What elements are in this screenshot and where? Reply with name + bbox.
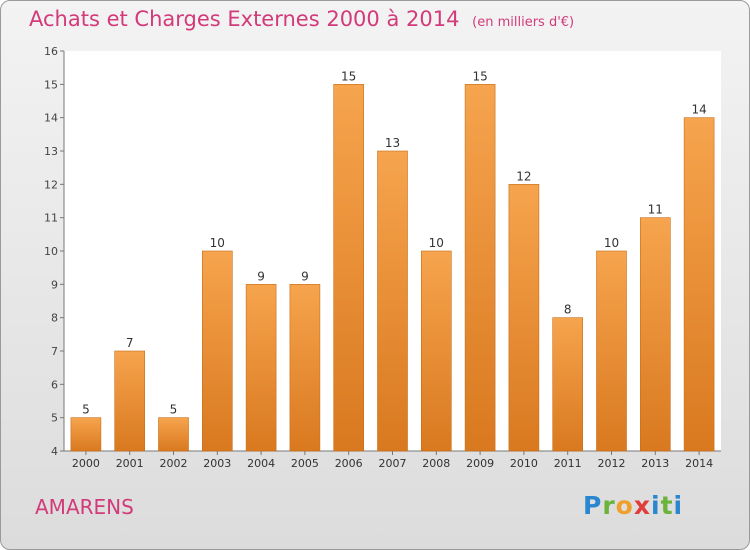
bar bbox=[552, 317, 584, 452]
bar bbox=[158, 417, 189, 452]
bar bbox=[289, 284, 321, 452]
bar-value-label: 8 bbox=[564, 303, 572, 317]
x-tick-label: 2006 bbox=[335, 457, 363, 470]
bar-value-label: 14 bbox=[691, 103, 706, 117]
x-tick-label: 2004 bbox=[247, 457, 275, 470]
chart-title-text: Achats et Charges Externes 2000 à 2014 bbox=[29, 7, 460, 31]
bar bbox=[596, 250, 627, 452]
bar-value-label: 12 bbox=[516, 169, 531, 183]
x-tick-label: 2008 bbox=[422, 457, 450, 470]
y-tick-label: 12 bbox=[44, 178, 58, 191]
x-tick-label: 2009 bbox=[466, 457, 494, 470]
x-tick-label: 2010 bbox=[510, 457, 538, 470]
x-tick-label: 2005 bbox=[291, 457, 319, 470]
bar-value-label: 10 bbox=[210, 236, 225, 250]
proxiti-logo[interactable]: Proxiti bbox=[583, 491, 684, 520]
bar-value-label: 7 bbox=[126, 336, 134, 350]
x-tick-label: 2000 bbox=[72, 457, 100, 470]
bar-value-label: 13 bbox=[385, 136, 400, 150]
y-tick-label: 6 bbox=[51, 378, 58, 391]
y-tick-label: 8 bbox=[51, 312, 58, 325]
bar-value-label: 11 bbox=[648, 203, 663, 217]
x-tick-label: 2011 bbox=[554, 457, 582, 470]
x-tick-label: 2003 bbox=[203, 457, 231, 470]
y-tick-label: 10 bbox=[44, 245, 58, 258]
x-tick-label: 2001 bbox=[116, 457, 144, 470]
x-tick-label: 2014 bbox=[685, 457, 713, 470]
y-tick-label: 15 bbox=[44, 78, 58, 91]
bar-value-label: 5 bbox=[170, 403, 178, 417]
bar-value-label: 5 bbox=[82, 403, 90, 417]
bar-value-label: 10 bbox=[429, 236, 444, 250]
x-tick-label: 2002 bbox=[160, 457, 188, 470]
chart-unit: (en milliers d'€) bbox=[472, 15, 575, 30]
x-tick-label: 2007 bbox=[379, 457, 407, 470]
bar bbox=[70, 417, 102, 452]
bar bbox=[202, 250, 233, 452]
bar-value-label: 15 bbox=[472, 69, 487, 83]
y-tick-label: 11 bbox=[44, 212, 58, 225]
y-tick-label: 9 bbox=[51, 278, 58, 291]
x-tick-label: 2013 bbox=[641, 457, 669, 470]
bar bbox=[114, 350, 145, 452]
bar bbox=[683, 117, 715, 452]
y-tick-label: 14 bbox=[44, 112, 58, 125]
y-tick-label: 16 bbox=[44, 45, 58, 58]
bar bbox=[508, 184, 540, 452]
chart-title: Achats et Charges Externes 2000 à 2014 (… bbox=[29, 7, 574, 31]
bar-value-label: 9 bbox=[301, 269, 309, 283]
bar-value-label: 9 bbox=[257, 269, 265, 283]
x-tick-label: 2012 bbox=[598, 457, 626, 470]
bar bbox=[333, 84, 365, 452]
y-tick-label: 7 bbox=[51, 345, 58, 358]
y-tick-label: 4 bbox=[51, 445, 58, 458]
bar-value-label: 10 bbox=[604, 236, 619, 250]
bar-value-label: 15 bbox=[341, 69, 356, 83]
bar bbox=[464, 84, 496, 452]
bar bbox=[377, 150, 408, 452]
bar bbox=[420, 250, 452, 452]
bar bbox=[245, 284, 277, 452]
y-tick-label: 5 bbox=[51, 412, 58, 425]
y-tick-label: 13 bbox=[44, 145, 58, 158]
bar bbox=[639, 217, 671, 452]
commune-name: AMARENS bbox=[35, 495, 134, 519]
